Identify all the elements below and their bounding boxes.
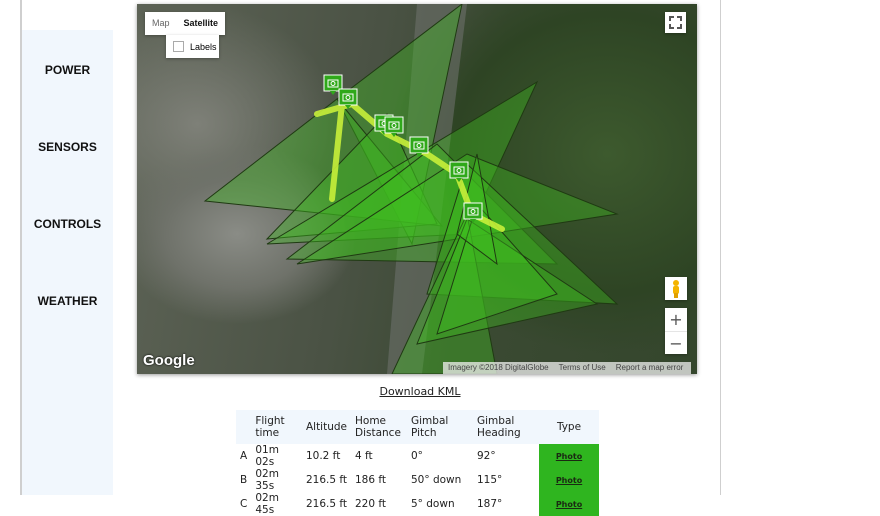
cell-pitch: 50° down — [411, 474, 462, 486]
sidebar-item-weather[interactable]: WEATHER — [37, 294, 98, 308]
photo-link[interactable]: Photo — [555, 452, 583, 461]
google-logo: Google — [143, 352, 195, 369]
cell-flight-time: 02m 45s — [255, 492, 279, 516]
cell-id: A — [240, 450, 248, 462]
camera-icon — [342, 93, 354, 102]
cell-home-distance: 4 ft — [355, 450, 373, 462]
col-type: Type — [539, 410, 599, 444]
cell-pitch: 5° down — [411, 498, 455, 510]
map-attribution: Imagery ©2018 DigitalGlobe Terms of Use … — [443, 362, 692, 374]
camera-icon — [413, 141, 425, 150]
zoom-control: + − — [665, 308, 687, 354]
map-type-control: Map Satellite — [145, 12, 226, 35]
pegman-icon — [673, 280, 679, 298]
camera-coverage-triangle — [391, 212, 498, 374]
map-type-satellite-button[interactable]: Satellite — [183, 18, 219, 28]
cell-home-distance: 220 ft — [355, 498, 387, 510]
camera-marker — [323, 74, 343, 95]
imagery-credit: Imagery ©2018 DigitalGlobe — [448, 363, 549, 372]
page-border-right — [720, 0, 721, 495]
cell-home-distance: 186 ft — [355, 474, 387, 486]
col-flight-time: Flight time — [251, 410, 302, 444]
cell-pitch: 0° — [411, 450, 423, 462]
col-home-distance: Home Distance — [351, 410, 407, 444]
camera-icon — [453, 166, 465, 175]
photo-link[interactable]: Photo — [555, 476, 583, 485]
cell-altitude: 216.5 ft — [305, 498, 347, 510]
table-row: B 02m 35s 216.5 ft 186 ft 50° down 115° Photo — [236, 468, 599, 492]
map-type-map-button[interactable]: Map — [152, 18, 170, 28]
sidebar-item-power[interactable]: POWER — [44, 63, 91, 77]
camera-icon — [327, 79, 339, 88]
street-view-button[interactable] — [665, 277, 687, 300]
zoom-out-button[interactable]: − — [665, 331, 687, 355]
table-row: C 02m 45s 216.5 ft 220 ft 5° down 187° Photo — [236, 492, 599, 516]
camera-coverage-triangle — [436, 203, 558, 335]
cell-heading: 92° — [477, 450, 496, 462]
map-overlay — [203, 4, 619, 374]
highway — [387, 4, 467, 374]
zoom-in-button[interactable]: + — [669, 310, 683, 329]
flight-map[interactable]: Map Satellite Labels + − Google Imagery … — [137, 4, 697, 374]
col-id — [236, 410, 252, 444]
table-header-row: Flight time Altitude Home Distance Gimba… — [236, 410, 599, 444]
page-border-left — [20, 0, 22, 495]
cell-altitude: 10.2 ft — [305, 450, 341, 462]
camera-marker — [384, 116, 404, 137]
cell-type: Photo — [539, 468, 599, 492]
cell-id: C — [240, 498, 248, 510]
fullscreen-icon — [669, 16, 682, 29]
cell-heading: 115° — [477, 474, 503, 486]
sidebar: POWER SENSORS CONTROLS WEATHER — [22, 30, 113, 495]
sidebar-item-sensors[interactable]: SENSORS — [38, 140, 97, 154]
photo-table: Flight time Altitude Home Distance Gimba… — [236, 410, 599, 516]
fullscreen-button[interactable] — [665, 12, 686, 33]
sidebar-item-controls[interactable]: CONTROLS — [33, 217, 102, 231]
col-gimbal-heading: Gimbal Heading — [473, 410, 539, 444]
camera-coverage-triangle — [296, 153, 619, 265]
cell-altitude: 216.5 ft — [305, 474, 347, 486]
camera-coverage-triangle — [265, 113, 438, 240]
photo-link[interactable]: Photo — [555, 500, 583, 509]
terms-link[interactable]: Terms of Use — [558, 363, 606, 372]
camera-coverage-triangle — [426, 163, 619, 305]
cell-id: B — [240, 474, 248, 486]
camera-coverage-triangle — [203, 98, 444, 227]
camera-marker — [338, 88, 358, 109]
camera-marker — [409, 136, 429, 157]
download-kml-link[interactable]: Download KML — [379, 385, 461, 398]
camera-icon — [388, 121, 400, 130]
camera-coverage-triangle — [416, 218, 599, 345]
labels-checkbox[interactable] — [173, 41, 184, 52]
camera-icon — [467, 207, 479, 216]
col-altitude: Altitude — [301, 410, 351, 444]
labels-toggle[interactable]: Labels — [166, 35, 219, 58]
table-row: A 01m 02s 10.2 ft 4 ft 0° 92° Photo — [236, 444, 599, 468]
cell-type: Photo — [539, 444, 599, 468]
cell-flight-time: 01m 02s — [255, 444, 279, 468]
labels-label: Labels — [190, 41, 217, 52]
cell-type: Photo — [539, 492, 599, 516]
cell-flight-time: 02m 35s — [255, 468, 279, 492]
camera-marker — [463, 202, 483, 223]
report-error-link[interactable]: Report a map error — [615, 363, 684, 372]
cell-heading: 187° — [477, 498, 503, 510]
col-gimbal-pitch: Gimbal Pitch — [407, 410, 473, 444]
camera-marker — [449, 161, 469, 182]
